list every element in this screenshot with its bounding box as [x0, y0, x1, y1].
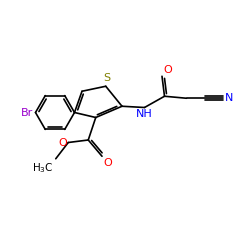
Text: O: O	[58, 138, 67, 147]
Text: S: S	[104, 73, 110, 83]
Text: O: O	[163, 65, 172, 75]
Text: Br: Br	[21, 108, 34, 118]
Text: H$_3$C: H$_3$C	[32, 161, 53, 174]
Text: O: O	[103, 158, 112, 168]
Text: NH: NH	[136, 109, 153, 119]
Text: N: N	[225, 93, 234, 103]
